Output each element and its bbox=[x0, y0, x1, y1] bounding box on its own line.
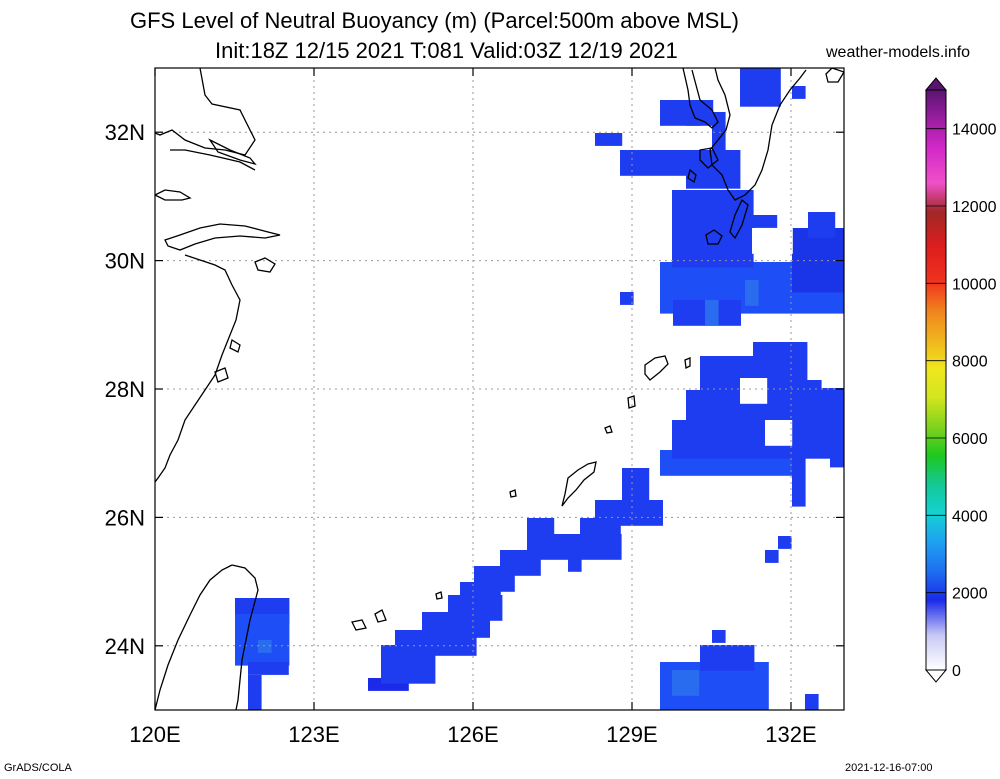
buoyancy-cell bbox=[792, 455, 806, 507]
coastlines bbox=[155, 68, 844, 710]
colorbar-label: 10000 bbox=[952, 276, 997, 293]
buoyancy-cell bbox=[740, 68, 781, 107]
buoyancy-cell bbox=[672, 670, 700, 696]
buoyancy-cell bbox=[622, 468, 650, 520]
lat-tick-label: 32N bbox=[105, 120, 145, 145]
buoyancy-cell bbox=[248, 662, 289, 675]
buoyancy-cell bbox=[620, 150, 688, 176]
lat-tick-label: 24N bbox=[105, 634, 145, 659]
buoyancy-cell bbox=[700, 645, 755, 671]
colorbar-label: 12000 bbox=[952, 199, 997, 216]
buoyancy-cell bbox=[686, 150, 741, 189]
buoyancy-cell bbox=[792, 86, 806, 99]
title-line-1: GFS Level of Neutral Buoyancy (m) (Parce… bbox=[130, 8, 739, 33]
buoyancy-cell bbox=[235, 614, 290, 666]
colorbar-label: 8000 bbox=[952, 354, 988, 371]
field-gap bbox=[765, 420, 793, 446]
lat-tick-label: 30N bbox=[105, 249, 145, 274]
colorbar-label: 2000 bbox=[952, 586, 988, 603]
colorbar-label: 6000 bbox=[952, 431, 988, 448]
buoyancy-cell bbox=[750, 215, 778, 228]
site-credit: weather-models.info bbox=[826, 44, 971, 61]
buoyancy-cell bbox=[808, 212, 836, 238]
buoyancy-cell bbox=[700, 215, 755, 254]
colorbar-label: 0 bbox=[952, 663, 961, 680]
buoyancy-cell bbox=[712, 630, 726, 643]
footer-timestamp: 2021-12-16-07:00 bbox=[845, 762, 933, 774]
colorbar-ramp bbox=[925, 89, 947, 671]
buoyancy-cell bbox=[778, 536, 792, 549]
colorbar-bottom-arrow bbox=[924, 669, 948, 683]
buoyancy-cell bbox=[248, 675, 262, 710]
buoyancy-cell bbox=[753, 342, 808, 381]
buoyancy-cell bbox=[620, 292, 634, 305]
buoyancy-cell bbox=[568, 546, 582, 572]
colorbar: 14000 12000 10000 8000 6000 4000 2000 0 bbox=[924, 77, 997, 683]
footer-grads: GrADS/COLA bbox=[4, 762, 72, 774]
lon-tick-label: 132E bbox=[765, 722, 816, 747]
lon-tick-label: 126E bbox=[447, 722, 498, 747]
buoyancy-cell bbox=[745, 280, 759, 306]
map-axes: 120E 123E 126E 129E 132E 32N 30N 28N 26N 24N bbox=[105, 68, 844, 747]
buoyancy-cell bbox=[830, 390, 844, 468]
buoyancy-cell bbox=[805, 694, 819, 710]
field-gap bbox=[752, 228, 793, 254]
lat-tick-label: 26N bbox=[105, 505, 145, 530]
buoyancy-cell bbox=[765, 550, 779, 563]
buoyancy-cell bbox=[705, 300, 719, 326]
neutral-buoyancy-field bbox=[235, 68, 844, 710]
field-gap bbox=[740, 378, 768, 404]
lon-tick-label: 129E bbox=[606, 722, 657, 747]
lon-tick-label: 120E bbox=[129, 722, 180, 747]
buoyancy-cell bbox=[258, 640, 272, 653]
colorbar-label: 4000 bbox=[952, 508, 988, 525]
buoyancy-cell bbox=[712, 112, 726, 151]
buoyancy-cell bbox=[792, 228, 844, 293]
buoyancy-cell bbox=[595, 133, 623, 146]
lon-tick-label: 123E bbox=[288, 722, 339, 747]
lat-tick-label: 28N bbox=[105, 377, 145, 402]
title-line-2: Init:18Z 12/15 2021 T:081 Valid:03Z 12/1… bbox=[215, 38, 678, 63]
colorbar-top-arrow bbox=[924, 77, 948, 91]
colorbar-label: 14000 bbox=[952, 122, 997, 139]
